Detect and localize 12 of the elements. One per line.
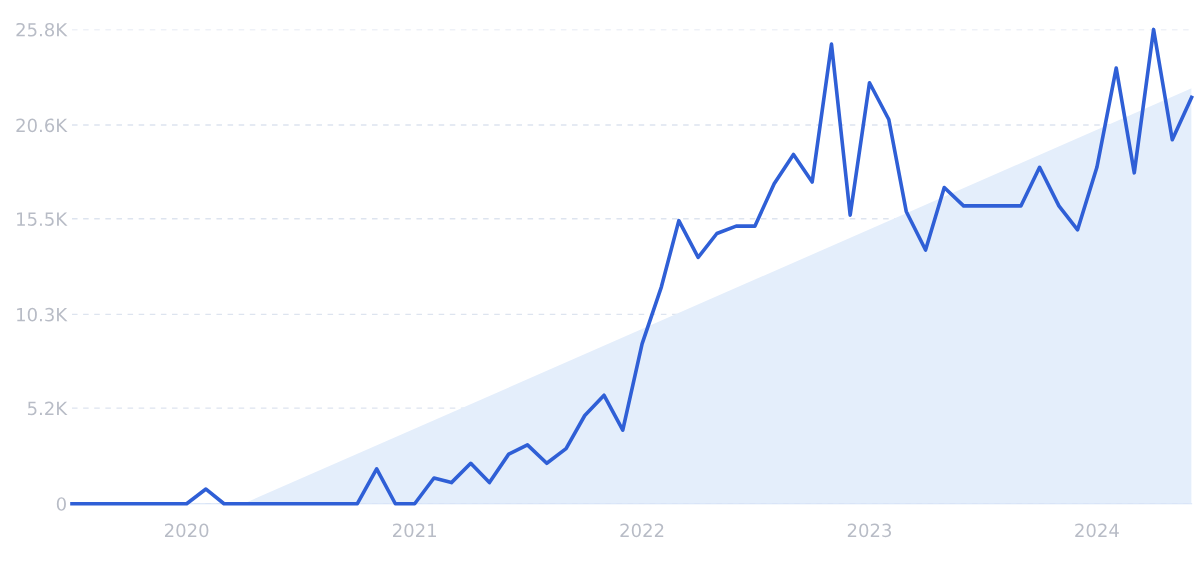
x-tick-label: 2020 [164, 523, 209, 538]
x-tick-label: 2023 [847, 523, 892, 538]
line-series [70, 27, 1194, 506]
y-tick-label: 10.3K [17, 307, 68, 322]
y-tick-label: 5.2K [27, 401, 68, 416]
x-tick-label: 2022 [620, 523, 664, 538]
y-tick-label: 15.5K [17, 212, 68, 226]
y-tick-label: 20.6K [16, 118, 68, 133]
y-tick-label: 0 [56, 497, 66, 511]
x-tick-label: 2021 [393, 523, 436, 538]
x-tick-label: 2024 [1075, 523, 1119, 538]
y-tick-label: 25.8K [16, 22, 68, 37]
